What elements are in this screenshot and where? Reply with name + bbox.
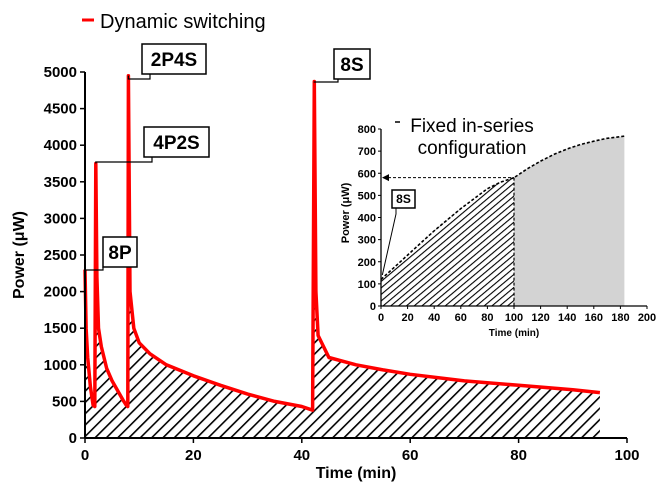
main-x-tick-label: 60: [402, 447, 419, 464]
config-label: 2P4S: [151, 50, 197, 71]
main-y-tick-label: 1000: [44, 357, 77, 374]
main-y-tick-label: 5000: [44, 64, 77, 81]
main-series-fill: [85, 75, 600, 438]
config-label-box: 8P: [102, 236, 138, 268]
config-label-box: 4P2S: [143, 126, 210, 158]
inset-x-tick-label: 160: [585, 312, 603, 324]
inset-config-leader-line: [381, 208, 397, 276]
main-y-tick-label: 1500: [44, 320, 77, 337]
inset-config-label: 8S: [396, 192, 411, 206]
main-y-tick-label: 0: [69, 430, 77, 447]
inset-title: Fixed in-series configuration: [410, 116, 534, 159]
legend-entry: Dynamic switching: [100, 11, 266, 33]
inset-y-tick-label: 800: [358, 124, 376, 136]
inset-y-ticks: 0 100 200 300 400 500 600 700 800: [358, 124, 381, 313]
inset-y-tick-label: 100: [358, 279, 376, 291]
inset-x-tick-label: 200: [638, 312, 656, 324]
main-y-tick-label: 2000: [44, 284, 77, 301]
config-leader-line: [84, 267, 104, 271]
main-chart: 0500100015002000250030003500400045005000…: [11, 43, 640, 482]
inset-series-fill-hatched: [381, 177, 514, 306]
inset-x-tick-label: 20: [401, 312, 413, 324]
inset-y-tick-label: 600: [358, 168, 376, 180]
inset-chart: Fixed in-series configuration 01002003004…: [340, 116, 656, 339]
inset-x-ticks: 0 20 40 60 80 100 120 140 160 180 200: [378, 306, 656, 324]
inset-y-tick-label: 200: [358, 257, 376, 269]
main-x-tick-label: 20: [185, 447, 202, 464]
main-x-ticks: 0 20 40 60 80 100: [81, 438, 640, 464]
inset-x-tick-label: 40: [428, 312, 440, 324]
main-y-ticks: 0 500 1000 1500 2000 2500 3000 3500 4000 4500 5000: [44, 64, 85, 447]
main-annotations: 8P 4P2S 2P4S 8S: [84, 43, 371, 271]
config-label: 4P2S: [153, 133, 199, 154]
inset-y-tick-label: 400: [358, 213, 376, 225]
config-label: 8P: [108, 243, 132, 264]
main-y-tick-label: 3500: [44, 174, 77, 191]
inset-config-label-box: 8S: [391, 189, 416, 209]
inset-y-tick-label: 0: [370, 301, 376, 313]
main-x-axis-title: Time (min): [316, 465, 397, 482]
config-leader-line: [95, 157, 153, 164]
main-y-tick-label: 4500: [44, 101, 77, 118]
main-x-tick-label: 0: [81, 447, 89, 464]
inset-x-tick-label: 80: [481, 312, 493, 324]
config-label: 8S: [340, 55, 363, 76]
main-x-tick-label: 100: [614, 447, 639, 464]
inset-y-tick-label: 500: [358, 190, 376, 202]
inset-x-tick-label: 120: [531, 312, 549, 324]
main-y-tick-label: 500: [52, 393, 77, 410]
main-y-tick-label: 3000: [44, 210, 77, 227]
legend: Dynamic switching: [82, 11, 266, 33]
inset-x-tick-label: 140: [558, 312, 576, 324]
main-series-line: [83, 73, 601, 412]
main-y-tick-label: 2500: [44, 247, 77, 264]
inset-y-tick-label: 700: [358, 146, 376, 158]
inset-reference-arrowhead: [382, 174, 389, 182]
inset-x-axis-title: Time (min): [489, 328, 539, 339]
main-y-tick-label: 4000: [44, 137, 77, 154]
inset-x-tick-label: 60: [455, 312, 467, 324]
main-x-tick-label: 80: [510, 447, 527, 464]
main-x-tick-label: 40: [293, 447, 310, 464]
config-leader-line: [127, 74, 151, 80]
config-label-box: 2P4S: [141, 43, 207, 75]
inset-series-line: [380, 135, 625, 280]
config-label-box: 8S: [333, 48, 371, 80]
inset-y-tick-label: 300: [358, 235, 376, 247]
inset-x-tick-label: 0: [378, 312, 384, 324]
inset-annotations: 8S: [381, 174, 416, 276]
inset-x-tick-label: 180: [611, 312, 629, 324]
config-leader-line: [313, 79, 339, 83]
inset-x-tick-label: 100: [505, 312, 523, 324]
inset-y-axis-title: Power (μW): [340, 182, 352, 243]
main-y-axis-title: Power (μW): [11, 211, 28, 299]
